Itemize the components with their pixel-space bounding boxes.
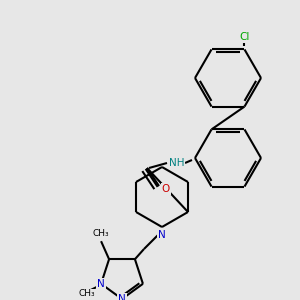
Text: CH₃: CH₃ [79, 289, 95, 298]
Text: CH₃: CH₃ [93, 229, 110, 238]
Text: N: N [158, 230, 166, 240]
Text: O: O [162, 184, 170, 194]
Text: N: N [118, 294, 126, 300]
Text: N: N [97, 279, 105, 289]
Text: Cl: Cl [239, 32, 250, 42]
Text: NH: NH [169, 158, 185, 168]
